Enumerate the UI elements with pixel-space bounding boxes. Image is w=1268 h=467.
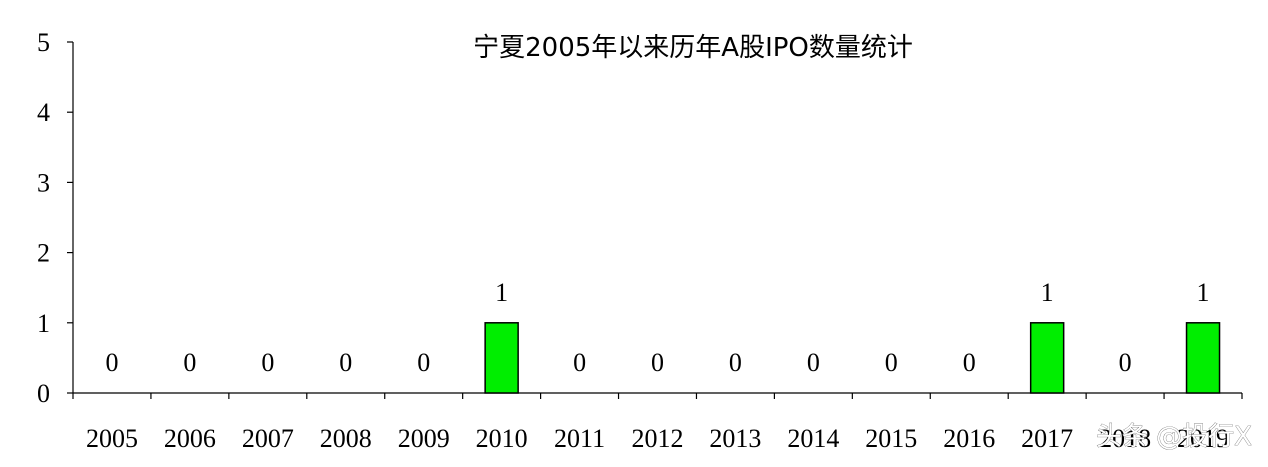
data-label-2009: 0: [417, 348, 430, 377]
data-label-2016: 0: [963, 348, 976, 377]
x-tick-label: 2007: [242, 424, 294, 453]
x-tick-label: 2012: [632, 424, 684, 453]
x-tick-label: 2008: [320, 424, 372, 453]
x-tick-label: 2010: [476, 424, 528, 453]
data-label-2013: 0: [729, 348, 742, 377]
data-label-2007: 0: [261, 348, 274, 377]
bar-2019: [1185, 322, 1221, 394]
data-label-2014: 0: [807, 348, 820, 377]
y-tick-label: 4: [37, 98, 50, 127]
data-label-2011: 0: [573, 348, 586, 377]
x-tick-label: 2018: [1099, 424, 1151, 453]
x-tick-label: 2015: [865, 424, 917, 453]
x-tick-label: 2009: [398, 424, 450, 453]
bar-2017: [1029, 322, 1065, 394]
x-tick-label: 2014: [787, 424, 839, 453]
y-tick-label: 2: [37, 239, 50, 268]
data-label-2010: 1: [495, 278, 508, 307]
y-tick-label: 3: [37, 168, 50, 197]
chart-title: 宁夏2005年以来历年A股IPO数量统计: [473, 33, 913, 63]
x-axis: 2005 2006 2007 2008 2009 2010 2011 2012 2013 2014…: [72, 392, 1243, 453]
data-label-2018: 0: [1119, 348, 1132, 377]
data-label-2012: 0: [651, 348, 664, 377]
data-label-2006: 0: [183, 348, 196, 377]
x-tick-label: 2011: [554, 424, 605, 453]
y-tick-label: 1: [37, 309, 50, 338]
y-axis: 0 1 2 3 4 5: [37, 28, 74, 408]
data-label-2015: 0: [885, 348, 898, 377]
y-tick-label: 5: [37, 28, 50, 57]
watermark-text: 头条 @投行X: [1096, 422, 1252, 452]
data-label-2005: 0: [105, 348, 118, 377]
x-tick-label: 2006: [164, 424, 216, 453]
y-tick-label: 0: [37, 379, 50, 408]
bar-2010: [484, 322, 519, 394]
x-tick-label: 2005: [86, 424, 138, 453]
bars: [484, 322, 1221, 394]
data-label-2008: 0: [339, 348, 352, 377]
x-tick-label: 2016: [943, 424, 995, 453]
x-tick-label: 2013: [709, 424, 761, 453]
x-tick-label: 2017: [1021, 424, 1073, 453]
x-tick-label: 2019: [1177, 424, 1229, 453]
data-label-2019: 1: [1197, 278, 1210, 307]
data-label-2017: 1: [1041, 278, 1054, 307]
data-labels: 0 0 0 0 0 1 0 0 0 0 0 0 1 0 1: [105, 278, 1209, 377]
